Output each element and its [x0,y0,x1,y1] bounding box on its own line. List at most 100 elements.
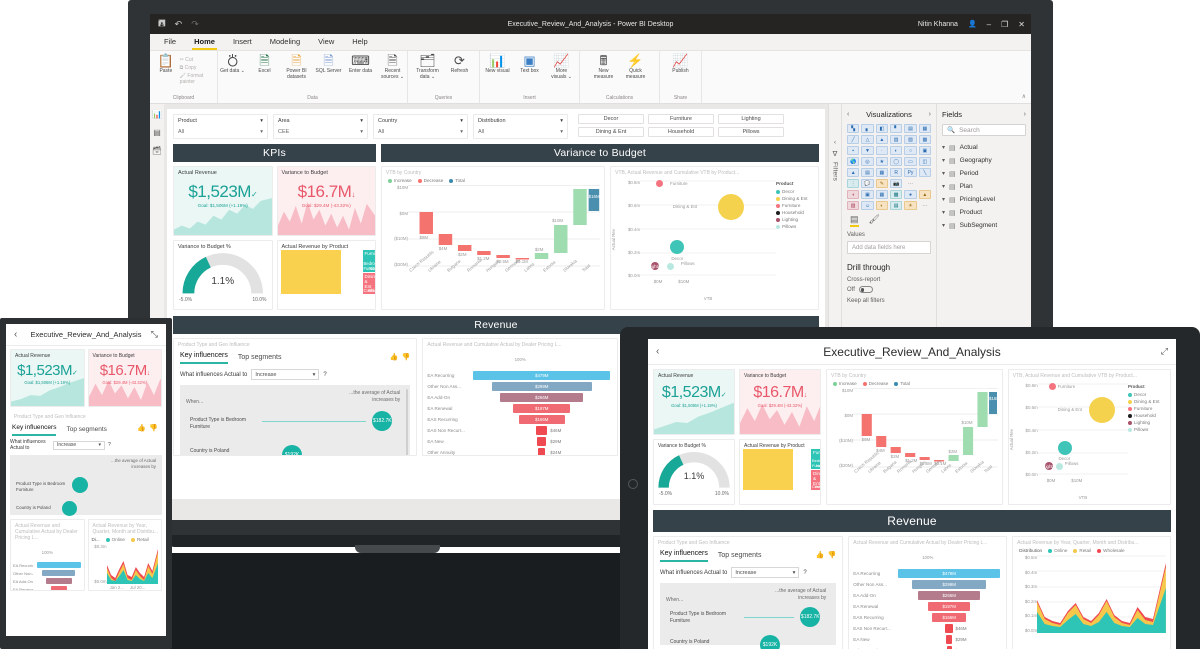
tablet-waterfall[interactable]: VTB by Country Increase Decrease Total $… [826,369,1003,505]
viz-custom-11-icon[interactable]: ☀ [904,201,917,210]
chip-lighting[interactable]: Lighting [718,114,784,124]
laptop-funnel[interactable]: Actual Revenue and Cumulative Actual by … [10,519,85,591]
transform-data-button[interactable]: 🗂 Transform data ⌄ [416,53,439,80]
tablet-treemap[interactable]: Actual Revenue by Product Furniture Bedr… [739,439,821,505]
undo-icon[interactable]: ↶ [174,18,183,29]
cut-button[interactable]: ✂ Cut [179,57,194,63]
treemap-actual-revenue-by-product[interactable]: Actual Revenue by Product Furniture Bedr… [276,240,376,310]
excel-button[interactable]: 🗎 Excel [258,53,271,74]
collapse-ribbon-icon[interactable]: ∧ [1021,94,1026,100]
product-chip-slicer[interactable]: Decor Furniture Lighting Dining & Ent Ho… [578,114,784,137]
scatter-point-decor[interactable] [1057,441,1072,455]
visualizations-pane[interactable]: ‹ Visualizations › ▚ ▖ ◧ ▘ ▤ ▦ ╱ △ [842,104,937,520]
viz-treemap-icon[interactable]: ▣ [918,146,931,155]
influencer-1-bubble[interactable]: $182.7K [372,411,393,431]
visualization-type-grid[interactable]: ▚ ▖ ◧ ▘ ▤ ▦ ╱ △ ▲ ▧ ▨ ▩ ▪ [847,124,931,210]
new-visual-button[interactable]: 📊 New visual [485,53,510,74]
field-table-product[interactable]: ▾ ▤ Product [942,206,1026,219]
tab-top-segments[interactable]: Top segments [237,354,282,361]
visualizations-collapse-icon[interactable]: ‹ [847,111,850,118]
influencer-2-bubble[interactable] [62,501,77,516]
close-button[interactable]: ✕ [1018,19,1025,29]
enter-data-button[interactable]: ⌨ Enter data [348,53,373,74]
viz-key-influencers-icon[interactable]: ╲ [918,168,931,177]
fields-tab-icon[interactable]: ▤ [850,214,859,227]
chevron-down-icon[interactable]: ▾ [260,129,263,135]
redo-icon[interactable]: ↷ [191,18,199,29]
viz-area-icon[interactable]: △ [861,135,874,144]
laptop-kpi-variance[interactable]: Variance to Budget $16.7M↓ Goal: $29.4M … [87,349,162,407]
kpi-actual-revenue[interactable]: Actual Revenue $1,523M✓ Goal: $1,506M (+… [173,166,273,236]
chip-decor[interactable]: Decor [578,114,644,124]
field-table-pricinglevel[interactable]: ▾ ▤ PricingLevel [942,193,1026,206]
viz-custom-4-icon[interactable]: ▩ [889,190,903,199]
laptop-ki-tabs[interactable]: Key influencers Top segments [10,420,162,436]
viz-card-icon[interactable]: ▭ [904,157,917,166]
tablet-gauge[interactable]: Variance to Budget % 1.1% -5.0% 10.0% [653,439,735,505]
viz-custom-9-icon[interactable]: ◐ [875,201,888,210]
fields-pane[interactable]: Fields › 🔍 Search ▾ ▤ Actual ▾ ▤ Geography ▾… [937,104,1031,520]
viz-custom-7-icon[interactable]: ▧ [847,201,860,210]
viz-multirow-card-icon[interactable]: ◫ [918,157,931,166]
refresh-button[interactable]: ⟳ Refresh [450,53,469,74]
field-table-actual[interactable]: ▾ ▤ Actual [942,141,1026,154]
publish-button[interactable]: 📈 Publish [672,53,689,74]
copy-button[interactable]: ⧉ Copy [179,65,197,71]
treemap-cell-dining-ent[interactable]: Dining & Ent Cushion Yes [811,470,820,490]
filters-chevron-icon[interactable]: ‹ [834,140,836,146]
format-toolbar[interactable]: ▤ 🖌 [847,210,931,227]
save-icon[interactable]: 🖪 [158,18,166,28]
scatter-point-furniture[interactable] [656,180,664,187]
ribbon-toolbar[interactable]: 📋 Paste ✂ Cut ⧉ Copy 🖌 Format painter Cl… [150,51,1031,104]
tablet-kpi-variance[interactable]: Variance to Budget $16.7M↓ Goal: $29.4M … [739,369,821,435]
viz-line-clustered-column-icon[interactable]: ▨ [904,135,917,144]
viz-r-script-icon[interactable]: R [889,168,903,177]
viz-custom-8-icon[interactable]: ☺ [861,201,874,210]
viz-ribbon-icon[interactable]: ▩ [918,135,931,144]
viz-more-options-icon[interactable]: ⋯ [907,180,913,187]
tab-key-influencers[interactable]: Key influencers [660,550,708,562]
thumbs-down-icon[interactable]: 👎 [827,552,837,559]
report-view-icon[interactable]: 📊 [152,110,162,119]
recent-sources-button[interactable]: 🗎 Recent sources ⌄ [380,53,405,80]
model-view-icon[interactable]: 🗃 [151,146,163,155]
influencer-2-bubble[interactable]: $192K [760,635,780,649]
chip-household[interactable]: Household [648,127,714,137]
thumbs-down-icon[interactable]: 👎 [149,425,158,432]
viz-custom-10-icon[interactable]: ▤ [889,201,903,210]
values-dropzone[interactable]: Add data fields here [847,241,931,254]
menu-view[interactable]: View [318,37,335,46]
fields-expand-icon[interactable]: › [1023,111,1026,118]
gauge-variance-pct[interactable]: Variance to Budget % 1.1% [173,240,273,310]
tab-top-segments[interactable]: Top segments [717,552,762,559]
scatter-point-furniture[interactable] [1048,383,1056,390]
laptop-area-chart[interactable]: Actual Revenue by Year, Quarter, Month a… [87,519,162,591]
chevron-down-icon[interactable]: ▾ [460,118,463,124]
viz-custom-2-icon[interactable]: ▣ [861,190,874,199]
menu-modeling[interactable]: Modeling [269,37,301,46]
quick-measure-button[interactable]: ⚡ Quick measure [625,53,646,80]
field-table-plan[interactable]: ▾ ▤ Plan [942,180,1026,193]
new-measure-button[interactable]: 🖩 New measure [593,53,614,80]
treemap-cell-dining-ent[interactable]: Dining & Ent Cushion Yes [362,272,376,294]
viz-100-stacked-column-icon[interactable]: ▦ [918,124,931,133]
visual-funnel[interactable]: Actual Revenue and Cumulative Actual by … [422,338,619,456]
report-canvas[interactable]: Product ▾ All ▾ Area ▾ CEE ▾ Country ▾ All ▾ [167,109,825,499]
viz-custom-1-icon[interactable]: ◖ [847,190,860,199]
cross-report-toggle[interactable]: Off [847,286,931,293]
viz-line-icon[interactable]: ╱ [847,135,860,144]
viz-filled-map-icon[interactable]: ◎ [861,157,874,166]
tablet-kpi-actual-revenue[interactable]: Actual Revenue $1,523M✓ Goal: $1,506M (+… [653,369,735,435]
more-visuals-button[interactable]: 📈 More visuals ⌄ [551,53,572,80]
viz-scatter-icon[interactable]: ⋅ [875,146,888,155]
viz-gauge-icon[interactable]: ◯ [889,157,903,166]
viz-pie-icon[interactable]: ◐ [889,146,903,155]
scatter-point-dining-ent[interactable] [1089,397,1116,423]
chevron-down-icon[interactable]: ▾ [560,118,563,124]
kpi-variance-to-budget[interactable]: Variance to Budget $16.7M↓ Goal: $29.4M … [276,166,376,236]
viz-funnel-icon[interactable]: ▼ [861,146,874,155]
scatter-point-pillows[interactable] [1055,463,1063,470]
ribbon-menu-bar[interactable]: File Home Insert Modeling View Help [150,34,1031,51]
back-icon[interactable]: ‹ [656,346,660,357]
treemap-cell-dining-yellow[interactable] [743,449,793,490]
